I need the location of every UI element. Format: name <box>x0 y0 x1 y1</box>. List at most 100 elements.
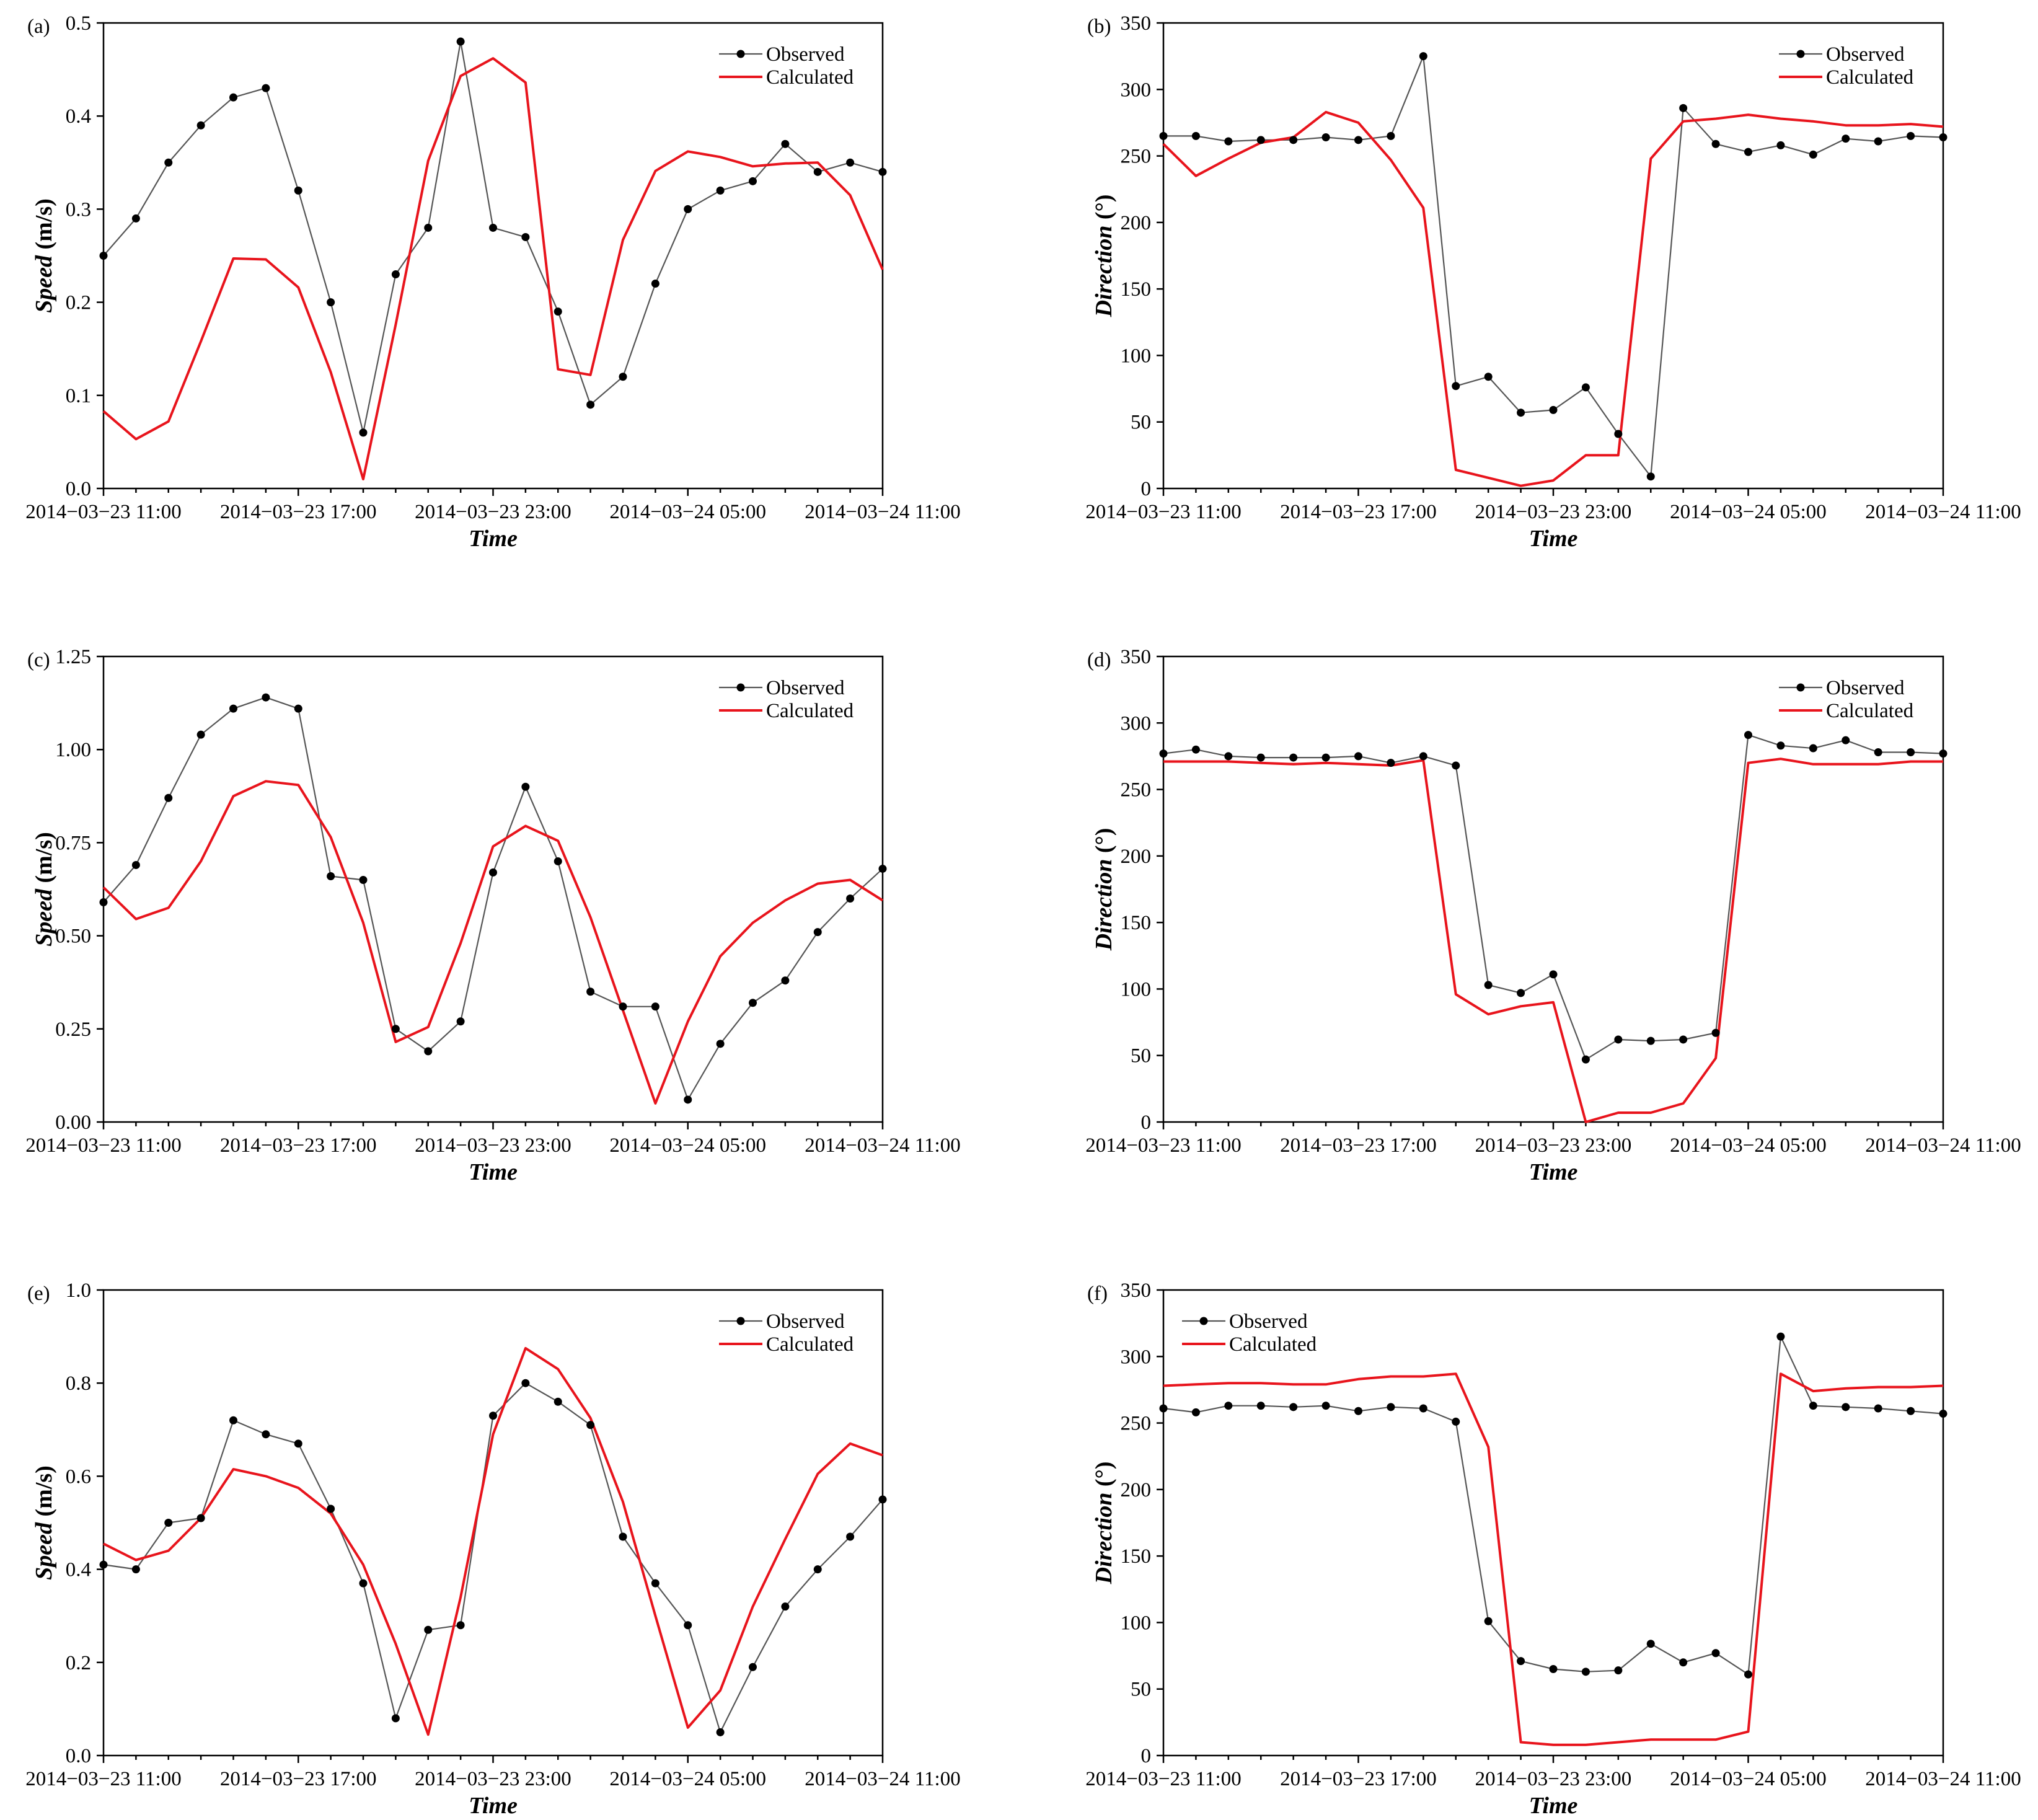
observed-point <box>749 999 757 1007</box>
x-axis-title: Time <box>469 1159 518 1185</box>
x-axis-title: Time <box>1529 526 1578 552</box>
observed-point <box>1354 752 1362 761</box>
y-tick-label: 200 <box>1121 1479 1152 1501</box>
legend-observed-label: Observed <box>766 677 845 699</box>
observed-point <box>1711 1649 1720 1658</box>
observed-point <box>294 186 302 195</box>
y-tick-label: 0.1 <box>66 385 91 407</box>
observed-point <box>619 1002 627 1011</box>
series-calculated-line <box>1162 110 1944 487</box>
observed-point <box>1776 141 1785 149</box>
observed-point <box>1256 753 1265 762</box>
y-axis-title-name: Direction <box>1091 226 1117 318</box>
x-tick-label: 2014−03−24 05:00 <box>609 501 766 523</box>
observed-point <box>554 1397 562 1406</box>
x-tick-label: 2014−03−23 11:00 <box>25 1134 181 1157</box>
x-tick-label: 2014−03−23 11:00 <box>25 501 181 523</box>
x-tick-label: 2014−03−23 23:00 <box>415 1768 571 1790</box>
observed-point <box>521 1379 530 1387</box>
y-axis-title: Direction (°) <box>1091 195 1117 318</box>
observed-point <box>749 177 757 185</box>
panel-label: (c) <box>27 649 50 671</box>
series-calculated-line <box>102 780 884 1105</box>
x-axis-title: Time <box>1529 1793 1578 1819</box>
y-axis-title-name: Speed <box>31 1522 57 1580</box>
observed-point <box>131 1565 140 1574</box>
observed-point <box>586 400 595 409</box>
y-tick-label: 50 <box>1131 1679 1151 1701</box>
observed-point <box>1776 741 1785 750</box>
legend-observed-marker <box>1796 683 1805 692</box>
observed-point <box>619 1532 627 1541</box>
observed-point <box>1874 1404 1882 1413</box>
y-tick-label: 0.2 <box>66 292 91 314</box>
legend-observed-marker <box>736 683 745 692</box>
observed-point <box>99 898 108 907</box>
panel-label: (b) <box>1087 15 1111 38</box>
series-observed-line <box>1163 1336 1944 1676</box>
observed-point <box>1842 1403 1850 1411</box>
observed-point <box>1614 1666 1623 1675</box>
observed-point <box>131 214 140 223</box>
observed-point <box>99 252 108 260</box>
observed-point <box>196 1514 205 1522</box>
observed-point <box>294 1439 302 1448</box>
observed-point <box>651 1579 659 1588</box>
observed-point <box>1939 133 1948 142</box>
chart-panel-1: 0.0 0.1 0.2 0.3 0.4 0.5 2014−03−23 11:00 2014−0… <box>25 12 960 552</box>
x-tick-label: 2014−03−23 17:00 <box>220 1134 377 1157</box>
observed-point <box>164 158 173 167</box>
observed-point <box>262 84 270 92</box>
observed-point <box>1419 52 1427 61</box>
plot-frame <box>102 22 884 490</box>
observed-point <box>424 1625 433 1634</box>
observed-point <box>1256 1402 1265 1410</box>
observed-point <box>749 1663 757 1671</box>
observed-point <box>878 1495 887 1504</box>
observed-point <box>554 307 562 316</box>
y-tick-label: 250 <box>1121 1413 1152 1435</box>
x-tick-label: 2014−03−24 05:00 <box>609 1768 766 1790</box>
observed-point <box>1711 1028 1720 1037</box>
observed-point <box>1159 749 1168 758</box>
observed-point <box>456 1017 465 1026</box>
y-tick-label: 0.4 <box>66 105 91 128</box>
observed-point <box>359 428 368 437</box>
x-tick-label: 2014−03−23 11:00 <box>1085 501 1241 523</box>
observed-point <box>1809 1402 1817 1410</box>
y-tick-label: 0.25 <box>55 1018 91 1041</box>
observed-point <box>586 1421 595 1429</box>
x-axis-title: Time <box>469 526 518 552</box>
x-tick-label: 2014−03−23 23:00 <box>1475 1134 1632 1157</box>
observed-point <box>1256 136 1265 144</box>
observed-point <box>716 186 725 195</box>
observed-point <box>1224 137 1233 146</box>
observed-point <box>229 93 237 102</box>
y-tick-label: 0.00 <box>55 1111 91 1134</box>
y-tick-label: 300 <box>1121 79 1152 101</box>
observed-point <box>1191 1408 1200 1416</box>
y-axis-title: Speed (m/s) <box>31 832 57 947</box>
observed-point <box>1646 1640 1655 1648</box>
observed-point <box>1517 409 1525 417</box>
chart-panel-3: 0.00 0.25 0.50 0.75 1.00 1.25 2014−03−23 11:00… <box>25 646 960 1185</box>
y-tick-label: 0.0 <box>66 478 91 500</box>
y-axis-title-unit: (m/s) <box>31 198 57 255</box>
y-tick-label: 50 <box>1131 1045 1151 1067</box>
panel-label: (f) <box>1087 1283 1108 1305</box>
observed-point <box>1907 748 1915 756</box>
observed-point <box>1159 131 1168 140</box>
x-tick-label: 2014−03−23 23:00 <box>415 1134 571 1157</box>
observed-point <box>456 37 465 46</box>
y-tick-label: 0.0 <box>66 1745 91 1767</box>
y-tick-label: 150 <box>1121 278 1152 301</box>
x-tick-label: 2014−03−24 05:00 <box>1670 1768 1827 1790</box>
observed-point <box>456 1621 465 1630</box>
observed-point <box>846 895 855 903</box>
y-tick-label: 0 <box>1141 478 1152 500</box>
y-axis-title-unit: (°) <box>1091 1462 1117 1493</box>
legend-observed-label: Observed <box>1826 677 1905 699</box>
observed-point <box>1419 752 1427 761</box>
y-tick-label: 0.3 <box>66 198 91 221</box>
series-calculated-line <box>103 1346 883 1736</box>
